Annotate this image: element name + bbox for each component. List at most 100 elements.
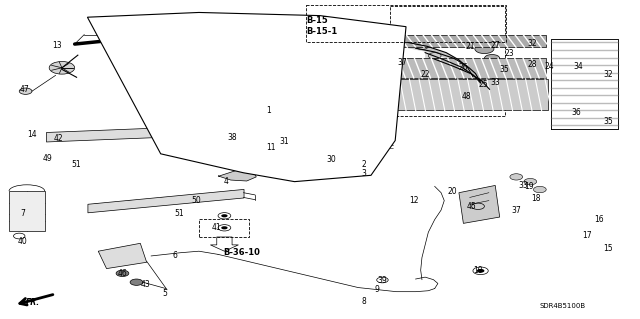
Text: 17: 17: [582, 231, 592, 240]
Polygon shape: [99, 243, 147, 269]
Text: 2: 2: [362, 160, 366, 169]
Circle shape: [83, 132, 93, 137]
Circle shape: [226, 126, 236, 131]
Text: 27: 27: [491, 41, 500, 50]
Text: 18: 18: [532, 194, 541, 203]
Text: 47: 47: [19, 85, 29, 94]
Circle shape: [147, 38, 162, 45]
Text: 8: 8: [362, 297, 366, 306]
Text: 3: 3: [362, 169, 366, 178]
Circle shape: [491, 62, 506, 69]
Circle shape: [415, 43, 428, 49]
Circle shape: [401, 39, 414, 45]
Text: 37: 37: [397, 58, 408, 67]
Text: 23: 23: [505, 49, 515, 58]
Circle shape: [226, 191, 236, 196]
Text: 16: 16: [594, 215, 604, 224]
Text: 36: 36: [572, 108, 582, 116]
Text: 11: 11: [266, 143, 275, 152]
Circle shape: [477, 269, 484, 273]
Text: 31: 31: [279, 137, 289, 146]
Polygon shape: [342, 168, 357, 175]
Circle shape: [54, 133, 64, 138]
Text: 21: 21: [465, 42, 475, 51]
Circle shape: [140, 129, 150, 134]
Text: 35: 35: [500, 65, 509, 74]
Circle shape: [125, 201, 136, 206]
Text: 37: 37: [511, 206, 521, 215]
Polygon shape: [9, 191, 45, 231]
Text: 6: 6: [172, 251, 177, 260]
Text: 4: 4: [223, 177, 228, 186]
Text: B-15-1: B-15-1: [306, 27, 337, 36]
Text: 22: 22: [420, 70, 430, 78]
Text: 49: 49: [43, 154, 52, 163]
Text: 35: 35: [604, 117, 613, 126]
Circle shape: [168, 128, 179, 133]
Text: 15: 15: [604, 244, 613, 253]
Text: B-15: B-15: [306, 16, 328, 25]
Text: 48: 48: [461, 92, 471, 101]
Circle shape: [116, 270, 129, 277]
Circle shape: [484, 55, 500, 62]
Text: 25: 25: [478, 80, 488, 89]
Text: 42: 42: [54, 134, 63, 144]
Polygon shape: [88, 12, 406, 182]
Circle shape: [463, 77, 476, 83]
Text: 43: 43: [140, 280, 150, 289]
Text: 41: 41: [212, 223, 221, 232]
Text: SDR4B5100B: SDR4B5100B: [539, 303, 585, 308]
Text: 51: 51: [72, 160, 81, 169]
Circle shape: [428, 53, 441, 59]
Text: 32: 32: [604, 70, 613, 78]
Text: 46: 46: [117, 270, 127, 278]
Circle shape: [452, 69, 465, 75]
Text: 30: 30: [326, 155, 336, 164]
Text: 13: 13: [52, 41, 62, 50]
Text: 14: 14: [27, 130, 36, 139]
Text: 45: 45: [467, 203, 476, 211]
Polygon shape: [459, 185, 500, 223]
Circle shape: [534, 186, 546, 193]
Circle shape: [479, 93, 492, 100]
Text: 51: 51: [175, 209, 184, 218]
Circle shape: [221, 226, 228, 229]
Text: 24: 24: [544, 62, 554, 71]
Circle shape: [159, 197, 169, 203]
Circle shape: [92, 204, 102, 209]
Circle shape: [192, 194, 202, 199]
Text: 20: 20: [447, 187, 457, 196]
Circle shape: [49, 62, 75, 74]
Circle shape: [510, 174, 523, 180]
Text: 40: 40: [17, 237, 27, 246]
Text: 9: 9: [374, 285, 379, 294]
Circle shape: [197, 127, 207, 132]
Text: 33: 33: [491, 78, 500, 86]
Circle shape: [111, 130, 121, 136]
Text: 32: 32: [527, 39, 537, 48]
Text: 39: 39: [378, 276, 387, 285]
Circle shape: [441, 62, 454, 68]
Text: B-36-10: B-36-10: [223, 248, 260, 257]
Text: 10: 10: [473, 266, 483, 275]
Polygon shape: [218, 171, 256, 181]
Circle shape: [272, 146, 278, 149]
Text: 7: 7: [20, 209, 26, 218]
Text: 19: 19: [524, 182, 534, 191]
Text: 28: 28: [527, 60, 536, 69]
Text: 34: 34: [573, 62, 584, 71]
Text: 38: 38: [228, 133, 237, 143]
Circle shape: [19, 88, 32, 94]
Circle shape: [221, 214, 228, 217]
Text: 5: 5: [162, 289, 167, 298]
Circle shape: [524, 178, 537, 185]
Polygon shape: [342, 159, 357, 166]
Text: FR.: FR.: [26, 298, 40, 307]
Text: 26: 26: [459, 63, 468, 72]
Text: 12: 12: [409, 196, 419, 205]
Text: 33: 33: [519, 181, 529, 190]
Circle shape: [473, 85, 486, 92]
Text: 50: 50: [191, 196, 201, 205]
Text: 1: 1: [266, 106, 271, 115]
Circle shape: [475, 44, 494, 54]
